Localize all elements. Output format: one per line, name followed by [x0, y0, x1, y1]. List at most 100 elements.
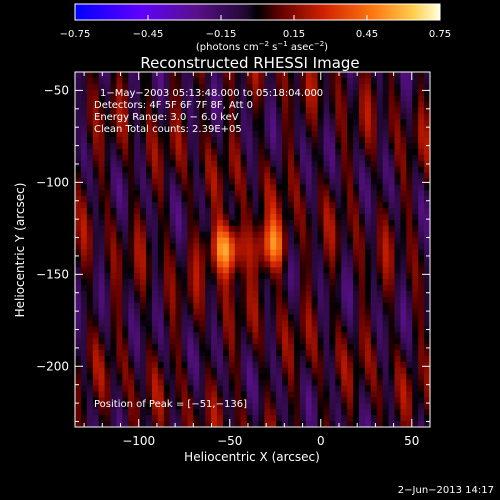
heatmap-cell: [86, 101, 94, 108]
heatmap-cell: [92, 154, 100, 162]
heatmap-cell: [146, 83, 153, 91]
heatmap-cell: [376, 367, 384, 375]
heatmap-cell: [270, 255, 277, 262]
heatmap-cell: [234, 361, 242, 369]
heatmap-cell: [335, 267, 342, 274]
heatmap-cell: [104, 255, 111, 262]
heatmap-cell: [151, 373, 159, 381]
heatmap-cell: [400, 214, 407, 221]
heatmap-cell: [157, 172, 165, 179]
colorbar-tick-label: −0.75: [60, 29, 91, 40]
heatmap-cell: [187, 243, 194, 250]
heatmap-cell: [400, 350, 407, 357]
heatmap-cell: [169, 285, 176, 292]
heatmap-cell: [98, 290, 105, 298]
heatmap-cell: [394, 308, 401, 315]
heatmap-cell: [205, 137, 212, 144]
heatmap-cell: [211, 391, 218, 398]
heatmap-cell: [128, 196, 135, 203]
heatmap-cell: [394, 361, 401, 369]
heatmap-cell: [246, 89, 253, 97]
heatmap-cell: [92, 255, 100, 262]
heatmap-cell: [359, 166, 366, 173]
heatmap-cell: [240, 409, 247, 416]
heatmap-cell: [341, 391, 348, 398]
heatmap-cell: [98, 89, 105, 97]
heatmap-cell: [299, 208, 307, 215]
heatmap-cell: [181, 296, 188, 304]
heatmap-cell: [406, 119, 413, 126]
heatmap-cell: [323, 190, 330, 197]
heatmap-cell: [406, 137, 413, 144]
heatmap-cell: [134, 178, 141, 185]
heatmap-cell: [252, 397, 259, 404]
heatmap-cell: [163, 83, 171, 91]
heatmap-cell: [305, 172, 313, 179]
heatmap-cell: [323, 361, 330, 369]
heatmap-cell: [359, 237, 366, 244]
heatmap-cell: [406, 243, 413, 250]
heatmap-cell: [151, 361, 159, 369]
heatmap-cell: [140, 219, 147, 227]
heatmap-cell: [128, 409, 135, 416]
heatmap-cell: [169, 225, 176, 233]
heatmap-cell: [211, 261, 218, 268]
heatmap-cell: [424, 243, 431, 250]
heatmap-cell: [98, 361, 105, 369]
heatmap-cell: [146, 148, 153, 156]
heatmap-cell: [270, 290, 277, 298]
heatmap-cell: [122, 373, 129, 381]
heatmap-cell: [323, 296, 330, 304]
heatmap-cell: [370, 208, 378, 215]
heatmap-cell: [86, 279, 94, 286]
heatmap-cell: [175, 379, 182, 386]
heatmap-cell: [234, 397, 242, 404]
heatmap-cell: [163, 131, 171, 138]
heatmap-cell: [187, 160, 194, 168]
heatmap-cell: [276, 385, 283, 392]
heatmap-cell: [276, 249, 283, 256]
heatmap-cell: [282, 125, 289, 132]
heatmap-cell: [92, 397, 100, 404]
heatmap-cell: [86, 415, 94, 422]
heatmap-cell: [270, 72, 277, 79]
heatmap-cell: [222, 143, 230, 150]
heatmap-cell: [157, 403, 165, 410]
heatmap-cell: [400, 148, 407, 156]
heatmap-cell: [175, 119, 182, 126]
heatmap-cell: [205, 356, 212, 363]
heatmap-cell: [187, 415, 194, 422]
heatmap-cell: [347, 208, 354, 215]
heatmap-cell: [299, 101, 307, 108]
heatmap-cell: [205, 338, 212, 345]
heatmap-cell: [199, 255, 206, 262]
heatmap-cell: [353, 125, 360, 132]
heatmap-cell: [388, 279, 395, 286]
heatmap-cell: [412, 397, 419, 404]
heatmap-cell: [329, 397, 336, 404]
heatmap-cell: [394, 320, 401, 327]
heatmap-cell: [128, 261, 135, 268]
heatmap-cell: [317, 83, 324, 91]
heatmap-cell: [86, 89, 94, 97]
heatmap-cell: [335, 249, 342, 256]
heatmap-cell: [199, 279, 206, 286]
heatmap-cell: [240, 338, 247, 345]
heatmap-cell: [199, 344, 206, 351]
heatmap-cell: [175, 338, 182, 345]
heatmap-cell: [311, 237, 318, 244]
heatmap-cell: [217, 89, 224, 97]
heatmap-cell: [412, 314, 419, 321]
heatmap-cell: [418, 89, 425, 97]
heatmap-cell: [211, 249, 218, 256]
heatmap-cell: [347, 308, 354, 315]
heatmap-cell: [317, 208, 324, 215]
heatmap-cell: [151, 166, 159, 173]
heatmap-cell: [347, 273, 354, 280]
heatmap-cell: [246, 373, 253, 381]
heatmap-cell: [110, 285, 117, 292]
heatmap-cell: [288, 184, 295, 191]
heatmap-cell: [205, 160, 212, 168]
heatmap-cell: [211, 296, 218, 304]
heatmap-cell: [181, 255, 188, 262]
